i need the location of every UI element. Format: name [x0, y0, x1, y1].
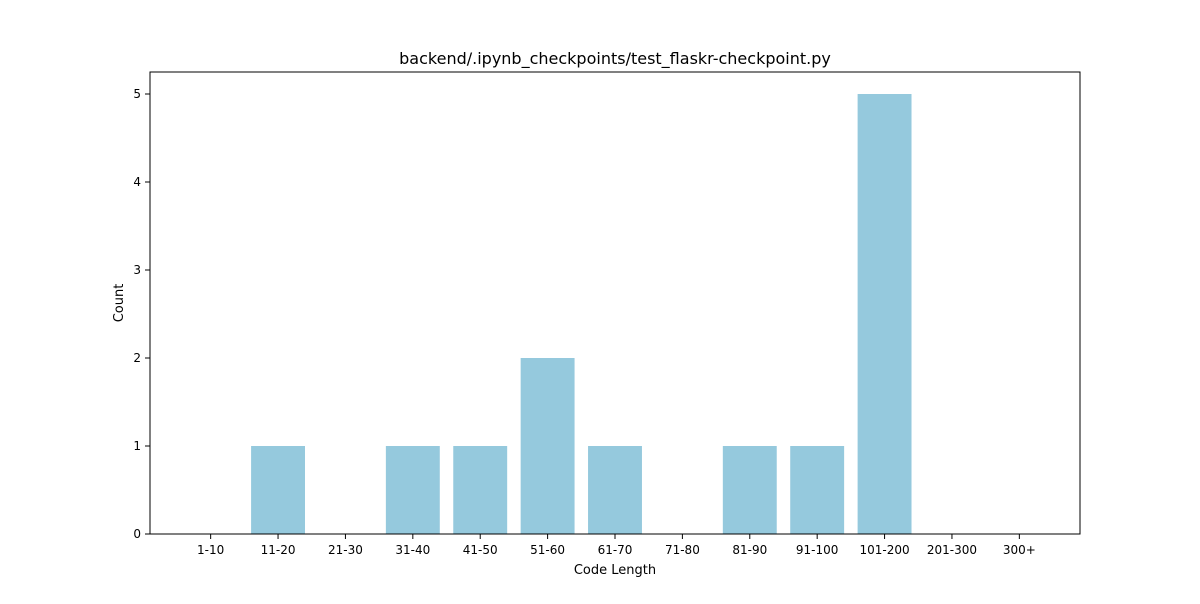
bar-51-60 — [520, 358, 575, 534]
x-tick-label: 71-80 — [665, 543, 700, 557]
x-tick-label: 11-20 — [261, 543, 296, 557]
x-axis-ticks: 1-10 11-20 21-30 31-40 41-50 51-60 61-70 71-80 8… — [197, 534, 1036, 557]
y-axis-ticks: 0 1 2 3 4 5 — [133, 87, 150, 541]
y-tick-label: 4 — [133, 175, 141, 189]
x-axis-label: Code Length — [574, 563, 656, 578]
bar-81-90 — [722, 446, 777, 534]
x-tick-label: 41-50 — [463, 543, 498, 557]
bars-layer — [251, 94, 912, 534]
x-tick-label: 81-90 — [732, 543, 767, 557]
x-tick-label: 201-300 — [927, 543, 977, 557]
bar-61-70 — [588, 446, 642, 534]
y-tick-label: 2 — [133, 351, 141, 365]
x-tick-label: 61-70 — [598, 543, 633, 557]
bar-91-100 — [790, 446, 845, 534]
x-tick-label: 91-100 — [796, 543, 839, 557]
y-tick-label: 0 — [133, 527, 141, 541]
y-tick-label: 5 — [133, 87, 141, 101]
x-tick-label: 31-40 — [395, 543, 430, 557]
y-tick-label: 3 — [133, 263, 141, 277]
bar-11-20 — [251, 446, 305, 534]
bar-101-200 — [857, 94, 912, 534]
x-tick-label: 101-200 — [859, 543, 909, 557]
y-tick-label: 1 — [133, 439, 141, 453]
y-axis-label: Count — [112, 284, 127, 323]
plot-area-frame — [149, 71, 1081, 535]
x-tick-label: 51-60 — [530, 543, 565, 557]
chart-title: backend/.ipynb_checkpoints/test_flaskr-c… — [399, 49, 831, 69]
x-tick-label: 1-10 — [197, 543, 224, 557]
x-tick-label: 21-30 — [328, 543, 363, 557]
x-tick-label: 300+ — [1003, 543, 1036, 557]
bar-41-50 — [453, 446, 508, 534]
bar-31-40 — [385, 446, 440, 534]
